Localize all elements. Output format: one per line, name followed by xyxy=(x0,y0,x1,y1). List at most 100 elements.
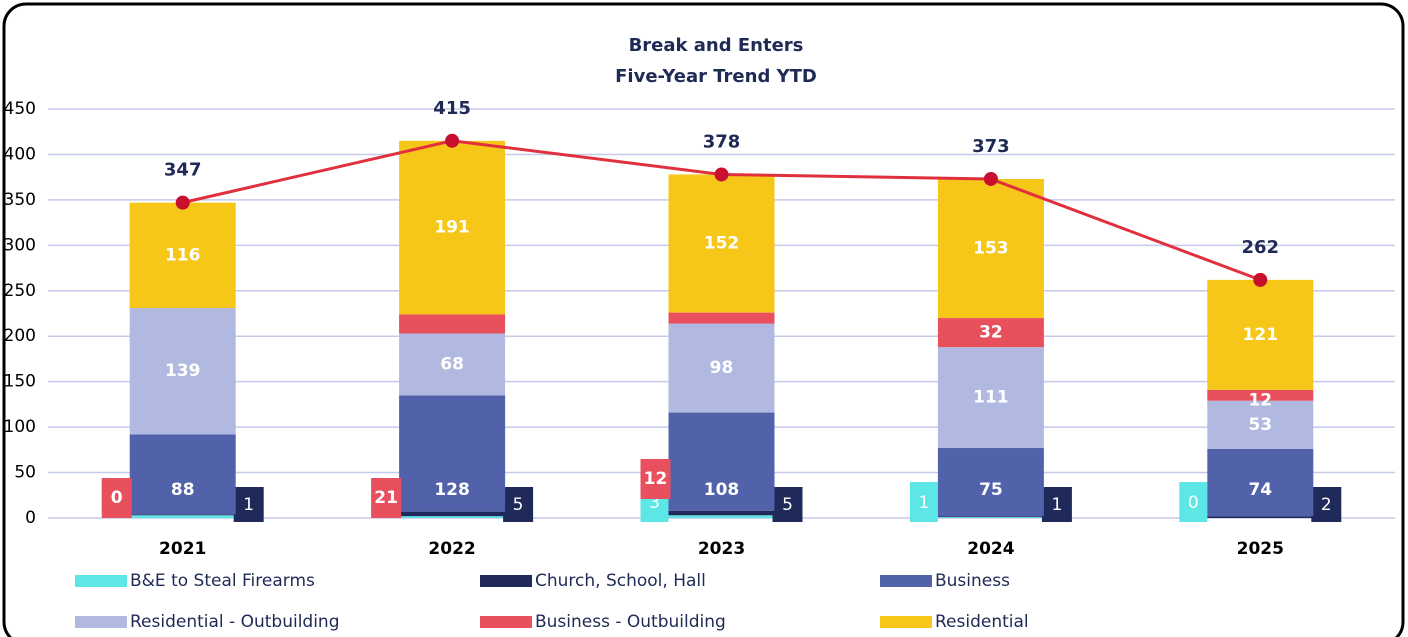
label-box xyxy=(1041,487,1072,522)
y-tick-label: 450 xyxy=(4,99,36,119)
y-tick-label: 150 xyxy=(4,372,36,392)
legend-swatch xyxy=(75,616,127,628)
total-label: 415 xyxy=(433,98,471,119)
bar-segment xyxy=(129,514,236,516)
bar-segment xyxy=(399,395,506,512)
bar-segment xyxy=(129,515,236,518)
data-label: 5 xyxy=(513,495,524,515)
bar-segment xyxy=(937,448,1044,517)
total-point xyxy=(175,195,190,210)
y-tick-label: 400 xyxy=(4,144,36,164)
label-box xyxy=(1311,487,1342,522)
bar-segment xyxy=(399,333,506,396)
y-tick-label: 0 xyxy=(25,508,36,528)
data-label: 3 xyxy=(649,493,660,513)
bar-segment xyxy=(937,318,1044,348)
y-tick-label: 350 xyxy=(4,190,36,210)
data-label: 12 xyxy=(644,469,668,489)
label-box xyxy=(772,487,803,522)
data-label: 153 xyxy=(973,239,1009,259)
bar-segment xyxy=(1207,516,1314,518)
y-tick-label: 250 xyxy=(4,281,36,301)
x-tick-label: 2025 xyxy=(1237,539,1284,559)
bar-segment xyxy=(399,314,506,334)
legend-label: Business xyxy=(935,571,1010,591)
bar-segment xyxy=(668,323,775,413)
legend-label: Business - Outbuilding xyxy=(535,612,726,632)
data-label: 1 xyxy=(243,495,254,515)
bar-segment xyxy=(129,202,236,309)
x-tick-label: 2023 xyxy=(698,539,745,559)
chart-subtitle: Five-Year Trend YTD xyxy=(615,66,817,87)
data-label: 68 xyxy=(440,354,464,374)
data-label: 32 xyxy=(979,323,1003,343)
data-label: 191 xyxy=(434,218,470,238)
legend-label: Residential - Outbuilding xyxy=(130,612,340,632)
x-tick-label: 2024 xyxy=(967,539,1014,559)
bar-segment xyxy=(1207,389,1314,401)
legend-swatch xyxy=(880,616,932,628)
data-label: 75 xyxy=(979,480,1003,500)
bar-segment xyxy=(668,174,775,313)
data-label: 0 xyxy=(1188,493,1199,513)
legend-label: Residential xyxy=(935,612,1029,632)
total-point xyxy=(714,167,729,182)
total-point xyxy=(1253,272,1268,287)
legend-swatch xyxy=(75,575,127,587)
data-label: 139 xyxy=(165,361,201,381)
y-tick-label: 100 xyxy=(4,417,36,437)
bar-segment xyxy=(399,516,506,518)
legend-swatch xyxy=(480,616,532,628)
total-label: 262 xyxy=(1242,237,1280,258)
legend-label: B&E to Steal Firearms xyxy=(130,571,315,591)
data-label: 1 xyxy=(1051,495,1062,515)
data-label: 5 xyxy=(782,495,793,515)
bar-segment xyxy=(668,515,775,518)
total-label: 378 xyxy=(703,131,741,152)
total-label: 347 xyxy=(164,160,202,181)
data-label: 74 xyxy=(1248,480,1272,500)
bar-segment xyxy=(668,312,775,324)
bar-segment xyxy=(129,308,236,435)
label-box xyxy=(371,478,402,518)
label-box xyxy=(909,482,938,522)
label-box xyxy=(1179,482,1208,522)
data-label: 12 xyxy=(1248,390,1272,410)
bar-segment xyxy=(1207,448,1314,517)
data-label: 0 xyxy=(111,488,123,508)
data-label: 2 xyxy=(1321,495,1332,515)
legend-swatch xyxy=(880,575,932,587)
label-box xyxy=(640,459,671,499)
y-tick-label: 50 xyxy=(14,463,36,483)
legend-label: Church, School, Hall xyxy=(535,571,706,591)
bar-segment xyxy=(937,516,1044,518)
bar-segment xyxy=(1207,400,1314,449)
data-label: 116 xyxy=(165,245,201,265)
total-label: 373 xyxy=(972,136,1010,157)
bar-segment xyxy=(668,510,775,516)
total-point xyxy=(445,133,460,148)
bar-segment xyxy=(937,178,1044,319)
x-tick-label: 2022 xyxy=(428,539,475,559)
data-label: 53 xyxy=(1248,415,1272,435)
chart-title: Break and Enters xyxy=(629,35,804,56)
bar-segment xyxy=(937,517,1044,518)
bar-segment xyxy=(129,434,236,515)
x-tick-label: 2021 xyxy=(159,539,206,559)
y-tick-label: 200 xyxy=(4,326,36,346)
data-label: 1 xyxy=(918,493,929,513)
label-box xyxy=(503,487,534,522)
data-label: 121 xyxy=(1243,325,1279,345)
data-label: 152 xyxy=(704,234,740,254)
bar-segment xyxy=(937,347,1044,449)
label-box xyxy=(101,478,132,518)
bar-segment xyxy=(1207,279,1314,390)
data-label: 111 xyxy=(973,388,1009,408)
total-point xyxy=(983,171,998,186)
data-label: 21 xyxy=(374,488,398,508)
data-label: 88 xyxy=(171,480,195,500)
data-label: 98 xyxy=(710,358,734,378)
data-label: 108 xyxy=(704,480,740,500)
y-tick-label: 300 xyxy=(4,235,36,255)
